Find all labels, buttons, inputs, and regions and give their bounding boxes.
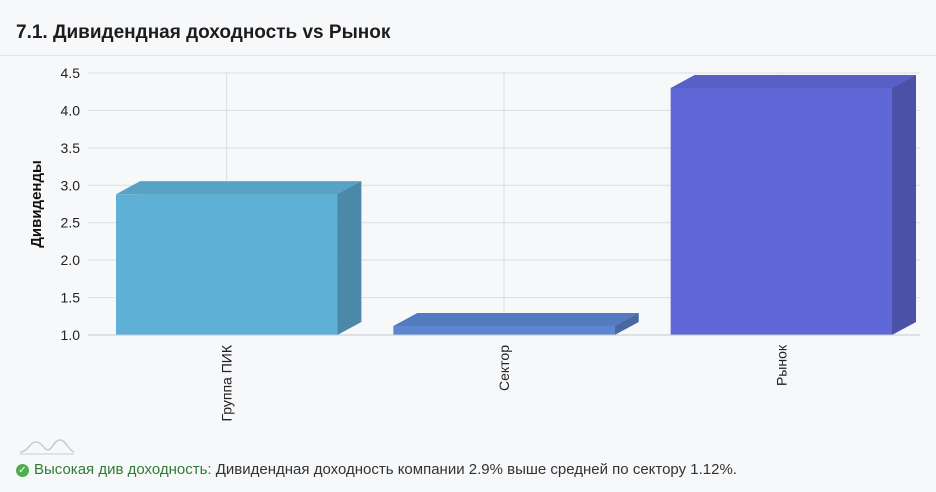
- y-tick-label: 4.5: [61, 65, 81, 81]
- bar-3: [670, 87, 892, 335]
- bar-side-face: [337, 181, 362, 335]
- y-tick-label: 2.5: [61, 215, 81, 231]
- bar-1: [116, 194, 338, 335]
- dividend-bar-chart: 1.0 1.5 2.0 2.5 3.0 3.5 4.0 4.5 Дивиденды Группа …: [28, 65, 920, 422]
- x-tick-label: Сектор: [496, 345, 512, 391]
- title-divider: [0, 55, 936, 56]
- chart-title: 7.1. Дивидендная доходность vs Рынок: [16, 22, 391, 43]
- bar-side-face: [614, 313, 639, 335]
- bar-top-face: [116, 181, 362, 195]
- y-tick-label: 4.0: [61, 102, 81, 118]
- y-tick-label: 1.5: [61, 290, 81, 306]
- bar-2: [393, 326, 615, 335]
- bar-side-face: [892, 74, 916, 335]
- bar-top-face: [670, 74, 916, 88]
- dividend-note: ✓ Высокая див доходность: Дивидендная дох…: [16, 461, 737, 478]
- x-tick-label: Рынок: [773, 344, 789, 386]
- y-tick-label: 3.5: [61, 140, 81, 156]
- note-status-label: Высокая див доходность:: [34, 461, 212, 478]
- bar-top-face: [393, 313, 639, 327]
- y-tick-label: 3.0: [61, 177, 81, 193]
- check-circle-icon: ✓: [16, 464, 29, 477]
- x-tick-label: Группа ПИК: [219, 344, 235, 421]
- y-axis-label: Дивиденды: [28, 160, 45, 248]
- note-text: Дивидендная доходность компании 2.9% выш…: [211, 461, 737, 478]
- y-tick-label: 1.0: [61, 327, 81, 343]
- y-tick-label: 2.0: [61, 252, 81, 268]
- chart-watermark-logo: [19, 439, 75, 455]
